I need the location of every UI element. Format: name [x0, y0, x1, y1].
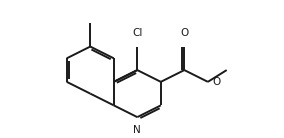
Text: Cl: Cl — [132, 28, 143, 38]
Text: N: N — [133, 125, 141, 135]
Text: O: O — [180, 28, 189, 38]
Text: O: O — [212, 77, 220, 87]
